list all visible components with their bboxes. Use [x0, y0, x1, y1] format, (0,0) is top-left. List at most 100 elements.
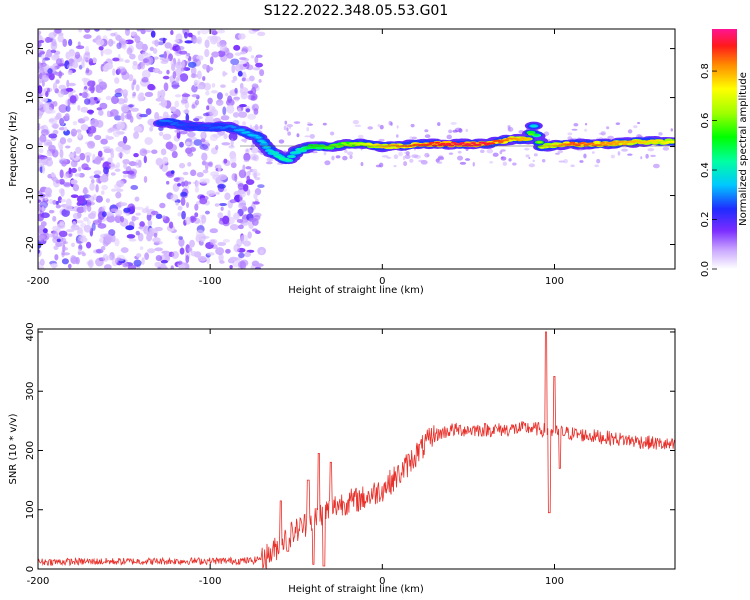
noise-blob [152, 237, 161, 243]
ridge-blob [376, 144, 383, 147]
noise-blob [227, 209, 231, 219]
noise-blob [120, 89, 129, 94]
ridge-blob [450, 141, 457, 144]
noise-blob [204, 48, 210, 58]
noise-blob [147, 248, 156, 254]
noise-blob [187, 61, 197, 68]
noise-blob [157, 90, 161, 99]
noise-blob [110, 32, 116, 37]
noise-blob [226, 104, 235, 114]
noise-blob [63, 173, 69, 179]
noise-blob [115, 188, 124, 193]
noise-blob [257, 184, 265, 188]
noise-blob [558, 160, 565, 163]
noise-blob [199, 197, 208, 205]
noise-blob [174, 39, 180, 43]
noise-blob [47, 109, 56, 114]
noise-blob [183, 32, 188, 39]
snr-series-line [38, 331, 675, 569]
noise-blob [70, 128, 78, 137]
noise-blob [360, 162, 364, 167]
noise-blob [119, 58, 124, 62]
noise-blob [229, 265, 233, 269]
noise-blob [72, 183, 80, 192]
noise-blob [181, 210, 186, 220]
noise-blob [404, 154, 411, 159]
noise-blob [50, 41, 58, 51]
noise-blob [222, 106, 227, 116]
noise-blob [259, 249, 264, 255]
noise-blob [583, 153, 587, 159]
noise-blob [191, 104, 196, 109]
noise-blob [67, 98, 71, 107]
noise-blob [65, 51, 71, 60]
noise-blob [658, 132, 663, 136]
noise-blob [254, 263, 264, 268]
noise-blob [247, 90, 253, 95]
noise-blob [253, 192, 258, 200]
noise-blob [61, 249, 65, 258]
noise-blob [162, 37, 166, 44]
noise-blob [242, 184, 249, 192]
noise-blob [231, 64, 236, 74]
noise-blob [183, 180, 189, 187]
noise-blob [44, 196, 48, 201]
noise-blob [38, 42, 42, 48]
noise-blob [68, 233, 73, 237]
noise-blob [225, 98, 235, 107]
noise-blob [220, 115, 230, 121]
noise-blob [78, 29, 83, 33]
noise-blob [99, 175, 109, 183]
ridge-blob [260, 141, 267, 144]
noise-blob [178, 50, 188, 55]
noise-blob [195, 85, 205, 90]
noise-blob [79, 92, 83, 96]
noise-blob [100, 138, 108, 145]
noise-blob [206, 252, 215, 256]
noise-blob [238, 169, 247, 179]
noise-blob [197, 255, 207, 262]
noise-blob [117, 88, 122, 92]
noise-blob [158, 102, 166, 106]
noise-blob [645, 153, 649, 159]
noise-blob [38, 213, 45, 222]
noise-blob [137, 159, 142, 168]
noise-blob [201, 235, 210, 239]
noise-blob [234, 173, 238, 183]
noise-blob [98, 109, 104, 116]
noise-blob [486, 148, 494, 154]
noise-blob [86, 204, 92, 212]
noise-blob [245, 166, 252, 170]
noise-blob [411, 136, 417, 140]
noise-blob [84, 98, 91, 105]
noise-blob [181, 98, 186, 105]
noise-blob [446, 134, 453, 140]
noise-blob [65, 145, 71, 149]
noise-blob [579, 160, 584, 163]
noise-blob [311, 151, 318, 154]
noise-blob [42, 228, 48, 234]
noise-blob [101, 184, 108, 191]
ridge-blob [503, 139, 510, 142]
noise-blob [185, 113, 190, 122]
noise-blob [243, 240, 251, 247]
noise-blob [54, 254, 59, 261]
noise-blob [98, 46, 104, 51]
noise-blob [214, 203, 220, 207]
noise-blob [126, 47, 133, 55]
noise-blob [38, 238, 44, 243]
noise-blob [82, 186, 88, 195]
ridge-blob [574, 144, 581, 147]
noise-blob [209, 35, 218, 45]
noise-blob [185, 141, 191, 146]
noise-blob [117, 201, 122, 209]
noise-blob [322, 122, 327, 126]
noise-blob [184, 40, 193, 44]
noise-blob [133, 259, 142, 267]
noise-blob [200, 138, 206, 143]
ridge-blob [475, 143, 482, 146]
noise-blob [220, 84, 226, 88]
noise-blob [424, 134, 431, 139]
noise-blob [352, 119, 360, 125]
noise-blob [166, 180, 170, 185]
